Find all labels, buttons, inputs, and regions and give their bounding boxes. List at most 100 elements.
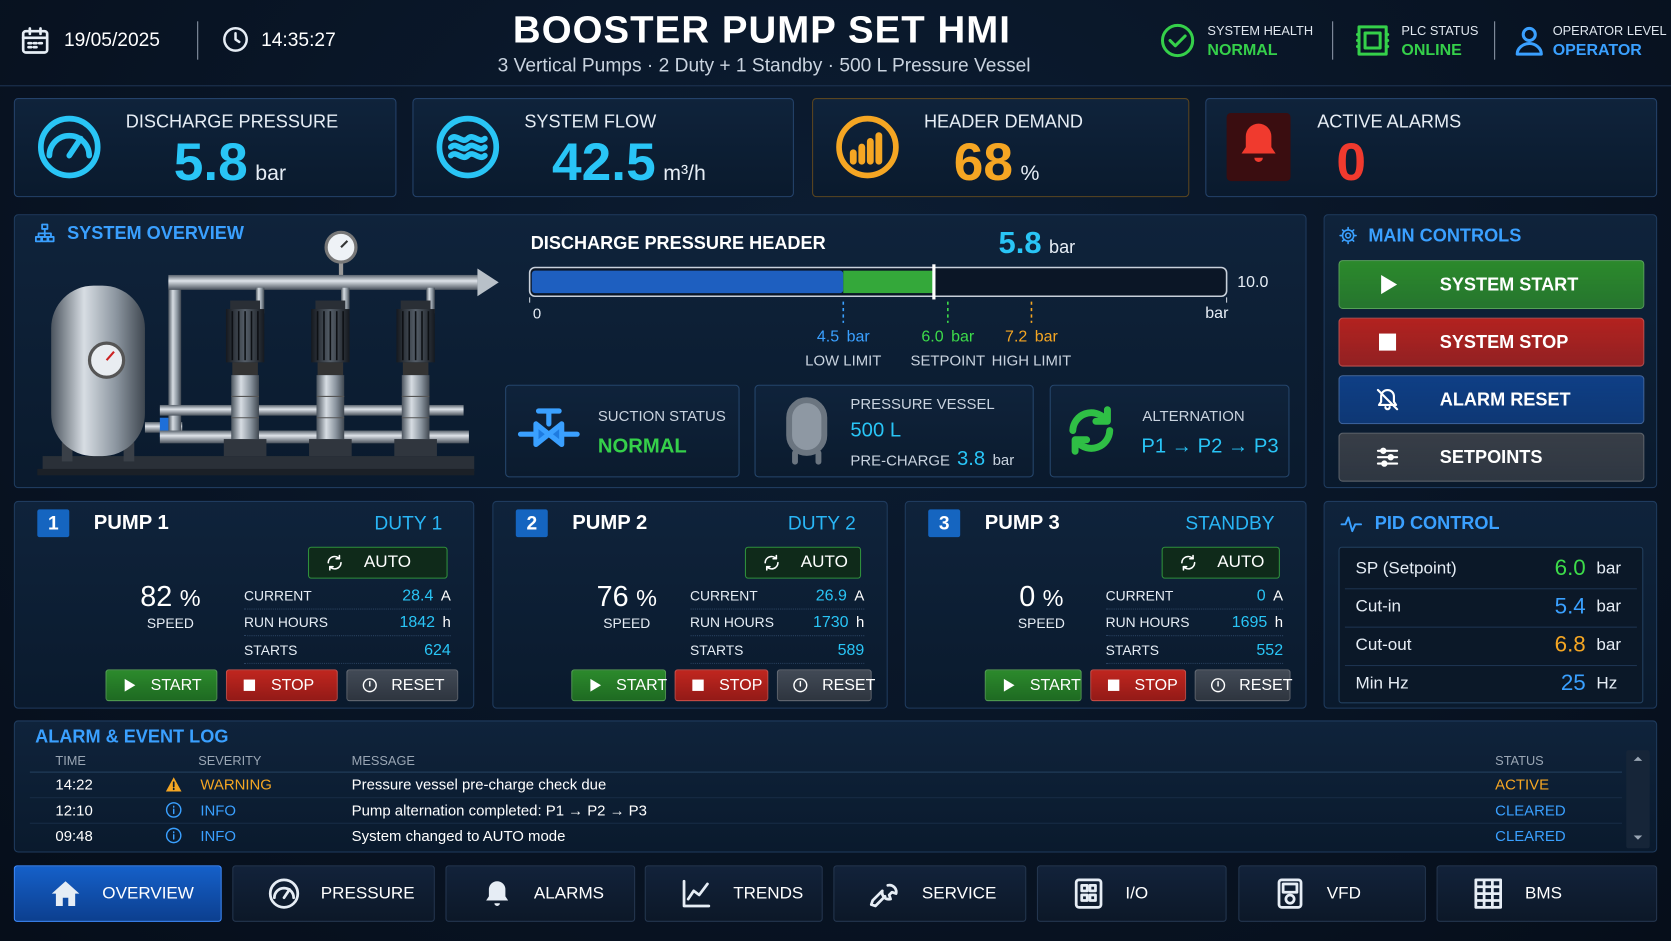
control-button[interactable] (1338, 375, 1645, 425)
row-rule (29, 822, 1622, 824)
graphic-part (1380, 447, 1387, 454)
graphic-part (1277, 878, 1303, 909)
graphic-part (1088, 883, 1097, 893)
graphic-part (66, 135, 84, 159)
divider (1332, 21, 1334, 60)
status-icon (1356, 25, 1390, 56)
limit-name: LOW LIMIT (805, 351, 882, 369)
pid-label: Cut-out (1355, 636, 1412, 655)
pump-button[interactable] (674, 669, 769, 702)
button-label: SYSTEM START (1439, 274, 1579, 295)
graphic-part (1363, 31, 1382, 50)
speed-unit: % (1042, 584, 1064, 612)
graphic-part (836, 115, 899, 179)
nav-button[interactable] (13, 865, 222, 922)
field-value: 1695 (1231, 613, 1268, 632)
graphic-part (1182, 554, 1195, 571)
limit-readout: 4.5 bar (817, 329, 870, 345)
graphic-part (1241, 123, 1276, 162)
limit-name: SETPOINT (910, 351, 986, 369)
graphic-part (1633, 756, 1643, 761)
status-label: SYSTEM HEALTH (1207, 23, 1314, 39)
field-value: 1730 (812, 613, 849, 632)
mode-button[interactable] (308, 546, 448, 579)
nav-button[interactable] (445, 865, 636, 922)
kpi-value-group: 5.8 bar (174, 135, 286, 188)
kpi-icon (38, 115, 101, 179)
button-label: STOP (1134, 676, 1178, 695)
status-value: NORMAL (1207, 41, 1278, 60)
button-label: SETPOINTS (1439, 447, 1543, 468)
nav-button[interactable] (1238, 865, 1426, 922)
row-rule (244, 662, 451, 664)
scrollbar[interactable] (1626, 750, 1650, 849)
nav-button[interactable] (1036, 865, 1227, 922)
graphic-part (1069, 409, 1114, 452)
status-icon (1160, 23, 1195, 58)
pump-button[interactable] (985, 669, 1082, 702)
kpi-label: DISCHARGE PRESSURE (125, 111, 339, 132)
nav-button[interactable] (644, 865, 823, 922)
graphic-part (1168, 34, 1187, 48)
graphic-part (362, 678, 378, 693)
pump-number: 2 (526, 512, 538, 534)
graphic-part (125, 678, 136, 692)
nav-label: BMS (1525, 884, 1562, 903)
pid-table (1338, 546, 1644, 704)
pump-button[interactable] (571, 669, 666, 702)
button-icon (793, 678, 808, 693)
field-unit: A (854, 586, 865, 604)
pump-button[interactable] (105, 669, 218, 702)
graphic-part (1381, 274, 1398, 295)
mode-label: AUTO (363, 553, 411, 572)
row-rule (29, 797, 1622, 799)
graphic-part (282, 888, 291, 900)
graphic-part (165, 802, 182, 818)
field-value: 552 (1256, 641, 1284, 660)
hours-readout: 1842 h (399, 614, 450, 630)
nav-label: ALARMS (533, 884, 605, 903)
pump-button[interactable] (1089, 669, 1186, 702)
speed-unit: % (179, 584, 201, 612)
nav-button[interactable] (833, 865, 1027, 922)
section-title: PID CONTROL (1374, 513, 1500, 534)
pump-button[interactable] (346, 669, 459, 702)
section-title: SYSTEM OVERVIEW (67, 223, 244, 244)
button-icon (362, 678, 378, 693)
pump-button[interactable] (777, 669, 872, 702)
mode-icon (764, 554, 780, 571)
pump-badge (928, 509, 961, 538)
precharge-readout: 3.8 bar (957, 449, 1014, 469)
nav-button[interactable] (232, 865, 435, 922)
date: 19/05/2025 (63, 28, 160, 51)
row-rule (690, 662, 865, 664)
field-label: CURRENT (244, 587, 312, 604)
nav-button[interactable] (1436, 865, 1658, 922)
field-unit: A (440, 586, 451, 604)
speed-unit: % (636, 584, 657, 612)
graphic-part (682, 879, 711, 908)
scale-min: 0 (532, 304, 542, 322)
button-icon (1210, 678, 1225, 693)
limit-readout: 6.0 bar (921, 329, 974, 345)
graphic-part (793, 678, 808, 693)
pump-button[interactable] (1194, 669, 1291, 702)
graphic-part (1284, 893, 1296, 905)
column-header: STATUS (1495, 753, 1544, 769)
column-header: SEVERITY (198, 753, 262, 769)
severity-icon (165, 827, 182, 844)
hours-readout: 1695 h (1232, 614, 1283, 630)
card-label: PRESSURE VESSEL (850, 395, 995, 413)
nav-label: I/O (1125, 884, 1149, 903)
pid-unit: bar (1596, 559, 1622, 578)
speed-value: 76 (596, 580, 629, 613)
field-value: 0 (1256, 586, 1266, 605)
button-label: RESET (391, 676, 445, 695)
mode-label: AUTO (1217, 553, 1265, 572)
mode-button[interactable] (745, 546, 862, 579)
field-value: 624 (424, 641, 451, 660)
field-value: 589 (837, 641, 865, 660)
button-label: START (1029, 676, 1081, 695)
row-rule (1344, 626, 1637, 628)
graphic-part (1339, 226, 1357, 245)
